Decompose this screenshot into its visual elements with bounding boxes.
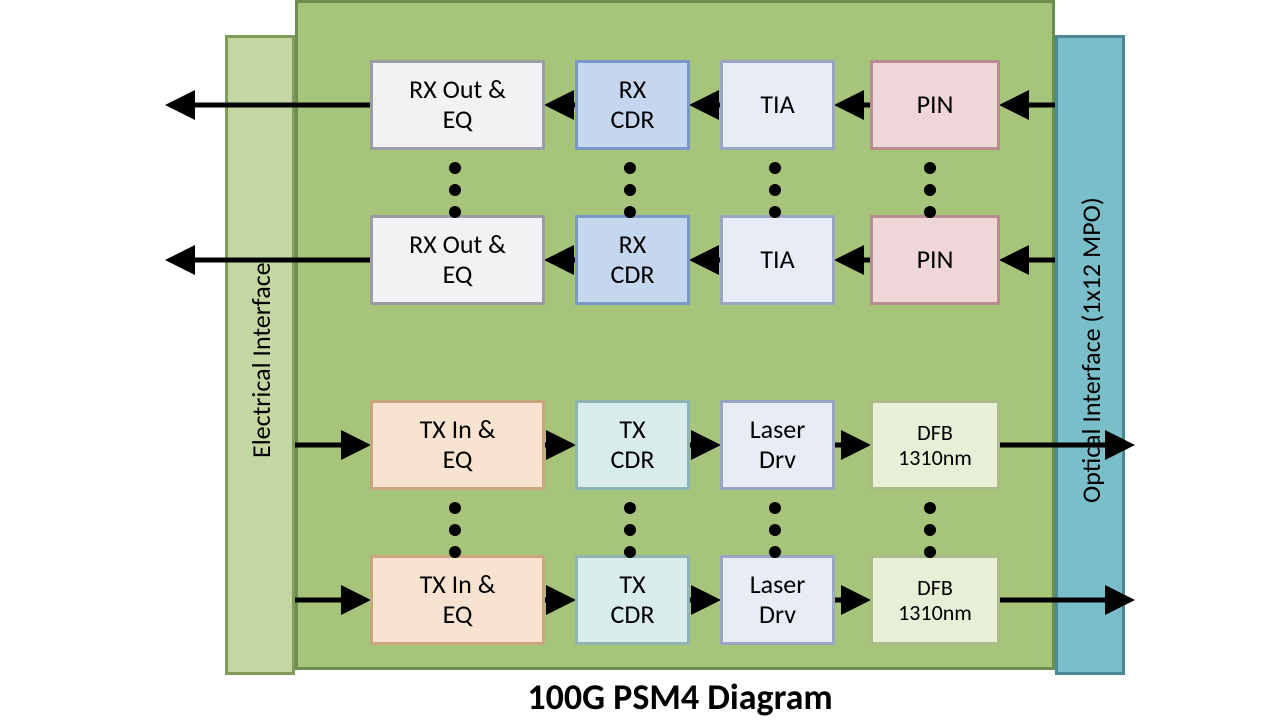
- block-pin-row0: PIN: [870, 60, 1000, 150]
- block-tx_cdr-row2: TX CDR: [575, 400, 690, 490]
- block-dfb-row3: DFB 1310nm: [870, 555, 1000, 645]
- diagram-canvas: Electrical Interface Optical Interface (…: [0, 0, 1280, 720]
- dot-icon: [769, 162, 781, 174]
- dot-icon: [769, 546, 781, 558]
- dot-icon: [769, 206, 781, 218]
- ellipsis-dots: [624, 162, 636, 218]
- dot-icon: [449, 524, 461, 536]
- dot-icon: [924, 206, 936, 218]
- block-tx_cdr-row3: TX CDR: [575, 555, 690, 645]
- dot-icon: [924, 184, 936, 196]
- dot-icon: [924, 502, 936, 514]
- block-laser_drv-row3: Laser Drv: [720, 555, 835, 645]
- dot-icon: [449, 206, 461, 218]
- dot-icon: [449, 546, 461, 558]
- block-tx_in_eq-row2: TX In & EQ: [370, 400, 545, 490]
- dot-icon: [924, 546, 936, 558]
- ellipsis-dots: [924, 502, 936, 558]
- ellipsis-dots: [449, 502, 461, 558]
- dot-icon: [924, 524, 936, 536]
- block-rx_out_eq-row0: RX Out & EQ: [370, 60, 545, 150]
- dot-icon: [624, 524, 636, 536]
- dot-icon: [624, 184, 636, 196]
- block-tia-row0: TIA: [720, 60, 835, 150]
- ellipsis-dots: [769, 502, 781, 558]
- dot-icon: [624, 502, 636, 514]
- dot-icon: [624, 206, 636, 218]
- dot-icon: [449, 502, 461, 514]
- ellipsis-dots: [624, 502, 636, 558]
- electrical-interface-label: Electrical Interface: [245, 250, 277, 470]
- dot-icon: [449, 162, 461, 174]
- ellipsis-dots: [924, 162, 936, 218]
- optical-interface-label: Optical Interface (1x12 MPO): [1075, 190, 1107, 510]
- block-tx_in_eq-row3: TX In & EQ: [370, 555, 545, 645]
- dot-icon: [769, 524, 781, 536]
- dot-icon: [924, 162, 936, 174]
- ellipsis-dots: [449, 162, 461, 218]
- block-dfb-row2: DFB 1310nm: [870, 400, 1000, 490]
- dot-icon: [624, 162, 636, 174]
- block-laser_drv-row2: Laser Drv: [720, 400, 835, 490]
- ellipsis-dots: [769, 162, 781, 218]
- block-rx_cdr-row0: RX CDR: [575, 60, 690, 150]
- dot-icon: [769, 184, 781, 196]
- block-pin-row1: PIN: [870, 215, 1000, 305]
- dot-icon: [769, 502, 781, 514]
- dot-icon: [624, 546, 636, 558]
- block-tia-row1: TIA: [720, 215, 835, 305]
- block-rx_out_eq-row1: RX Out & EQ: [370, 215, 545, 305]
- block-rx_cdr-row1: RX CDR: [575, 215, 690, 305]
- dot-icon: [449, 184, 461, 196]
- diagram-title: 100G PSM4 Diagram: [440, 675, 920, 719]
